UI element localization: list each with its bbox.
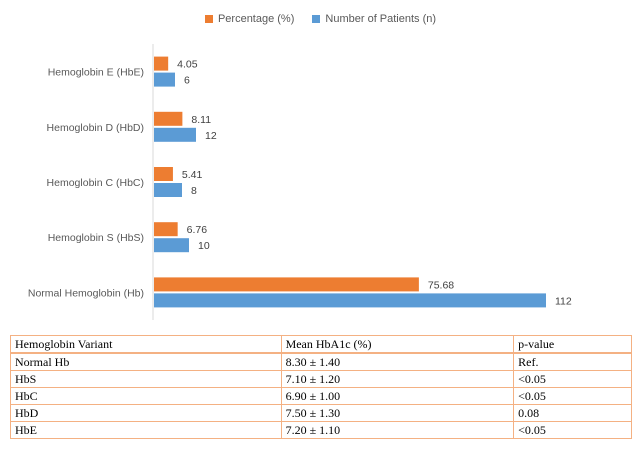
legend-item-patients: Number of Patients (n) — [312, 13, 436, 25]
header-p-value: p-value — [513, 335, 632, 353]
cell-variant: HbS — [10, 370, 282, 388]
legend-swatch-percentage — [204, 15, 213, 23]
category-label: Hemoglobin S (HbS) — [48, 232, 144, 244]
header-mean-hba1c: Mean HbA1c (%) — [280, 335, 515, 353]
cell-p-value: <0.05 — [513, 387, 632, 405]
bar-patients — [154, 183, 182, 197]
table-row: HbE 7.20 ± 1.10 <0.05 — [10, 421, 632, 439]
cell-p-value: <0.05 — [513, 421, 632, 439]
legend-swatch-patients — [312, 15, 321, 23]
table-row: HbD 7.50 ± 1.30 0.08 — [10, 404, 632, 422]
data-label-percentage: 8.11 — [191, 114, 211, 126]
cell-mean-hba1c: 6.90 ± 1.00 — [280, 387, 515, 405]
cell-variant: HbE — [10, 421, 282, 439]
bar-percentage — [154, 167, 173, 181]
data-label-percentage: 4.05 — [177, 59, 198, 71]
bar-patients — [154, 72, 175, 87]
cell-variant: Normal Hb — [10, 353, 282, 371]
data-label-percentage: 5.41 — [182, 169, 203, 181]
bar-patients — [154, 127, 196, 142]
cell-mean-hba1c: 7.10 ± 1.20 — [280, 370, 515, 388]
cell-mean-hba1c: 8.30 ± 1.40 — [280, 353, 515, 371]
cell-mean-hba1c: 7.50 ± 1.30 — [280, 404, 515, 422]
category-label: Hemoglobin C (HbC) — [47, 177, 144, 189]
cell-p-value: 0.08 — [513, 404, 632, 422]
hba1c-table: Hemoglobin Variant Mean HbA1c (%) p-valu… — [10, 335, 632, 439]
cell-p-value: Ref. — [513, 353, 632, 371]
category-label: Hemoglobin D (HbD) — [47, 122, 144, 134]
data-label-percentage: 6.76 — [187, 224, 208, 236]
legend-item-percentage: Percentage (%) — [204, 13, 295, 25]
cell-p-value: <0.05 — [513, 370, 632, 388]
table-row: HbC 6.90 ± 1.00 <0.05 — [10, 387, 632, 405]
data-label-patients: 112 — [555, 295, 572, 307]
category-label: Normal Hemoglobin (Hb) — [28, 287, 144, 299]
category-label: Hemoglobin E (HbE) — [48, 67, 144, 79]
bar-percentage — [154, 277, 419, 292]
chart-legend: Percentage (%) Number of Patients (n) — [0, 10, 641, 28]
data-label-patients: 6 — [184, 75, 190, 87]
data-label-patients: 8 — [191, 185, 197, 197]
data-label-percentage: 75.68 — [428, 279, 454, 291]
table-row: HbS 7.10 ± 1.20 <0.05 — [10, 370, 632, 388]
bar-chart: Hemoglobin E (HbE) 4.05 6 Hemoglobin D (HbD… — [28, 44, 572, 320]
cell-mean-hba1c: 7.20 ± 1.10 — [280, 421, 515, 439]
table-row: Normal Hb 8.30 ± 1.40 Ref. — [10, 353, 632, 371]
bar-patients — [154, 293, 546, 308]
bar-percentage — [154, 222, 178, 237]
legend-label-percentage: Percentage (%) — [217, 13, 295, 25]
cell-variant: HbC — [10, 387, 282, 405]
bar-patients — [154, 238, 189, 253]
bar-percentage — [154, 111, 183, 126]
header-variant: Hemoglobin Variant — [10, 335, 282, 353]
table-header-row: Hemoglobin Variant Mean HbA1c (%) p-valu… — [10, 335, 632, 353]
legend-label-patients: Number of Patients (n) — [325, 13, 437, 25]
data-label-patients: 12 — [205, 130, 217, 142]
bar-percentage — [154, 56, 169, 71]
data-label-patients: 10 — [198, 240, 210, 252]
cell-variant: HbD — [10, 404, 282, 422]
